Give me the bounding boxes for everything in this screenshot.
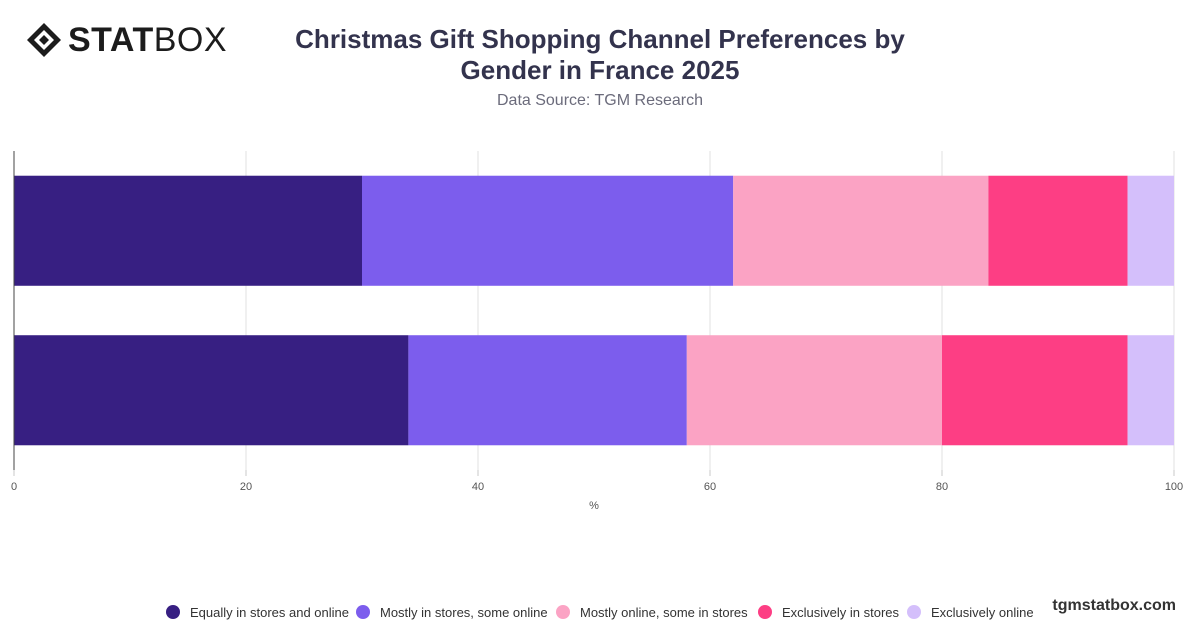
legend-label: Mostly in stores, some online [380, 604, 548, 620]
legend-swatch [356, 605, 370, 619]
legend-label: Exclusively online [931, 604, 1034, 620]
bar-segments [14, 175, 1174, 446]
x-tick-label: 80 [936, 481, 948, 493]
chart-title-line2: Gender in France 2025 [460, 55, 740, 85]
legend-item[interactable]: Mostly online, some in stores [556, 601, 748, 623]
x-axis-label: % [589, 500, 599, 512]
x-tick-label: 20 [240, 481, 252, 493]
chart-subtitle: Data Source: TGM Research [496, 92, 703, 109]
legend-swatch [556, 605, 570, 619]
bar-segment [1127, 175, 1174, 286]
legend-item[interactable]: Mostly in stores, some online [356, 601, 548, 623]
watermark: tgmstatbox.com [1052, 597, 1176, 614]
chart-legend: Equally in stores and online Mostly in st… [0, 601, 1200, 623]
bar-segment [408, 335, 687, 446]
statbox-logo: STATBOX [26, 22, 227, 58]
legend-swatch [907, 605, 921, 619]
bar-segment [988, 175, 1128, 286]
logo-bold-text: STAT [68, 21, 154, 59]
legend-label: Exclusively in stores [782, 604, 900, 620]
bar-segment [14, 335, 409, 446]
bar-segment [362, 175, 734, 286]
bar-segment [942, 335, 1128, 446]
x-tick-label: 0 [11, 481, 17, 493]
legend-item[interactable]: Exclusively in stores [758, 601, 899, 623]
x-tick-label: 40 [472, 481, 484, 493]
logo-wordmark: STATBOX [68, 23, 227, 57]
bar-segment [1127, 335, 1174, 446]
bar-segment [14, 175, 362, 286]
legend-swatch [758, 605, 772, 619]
legend-item[interactable]: Exclusively online [907, 601, 1034, 623]
bar-segment [733, 175, 989, 286]
x-tick-label: 60 [704, 481, 716, 493]
chart-title: Christmas Gift Shopping Channel Preferen… [250, 24, 950, 86]
bar-segment [686, 335, 942, 446]
legend-label: Equally in stores and online [190, 604, 349, 620]
x-tick-label: 100 [1165, 481, 1183, 493]
legend-item[interactable]: Equally in stores and online [166, 601, 349, 623]
legend-label: Mostly online, some in stores [580, 604, 748, 620]
chart-title-line1: Christmas Gift Shopping Channel Preferen… [295, 24, 905, 54]
logo-light-text: BOX [153, 21, 228, 59]
legend-swatch [166, 605, 180, 619]
diamond-logo-icon [27, 23, 61, 57]
axes: 0 20 40 60 80 100% [11, 151, 1183, 512]
